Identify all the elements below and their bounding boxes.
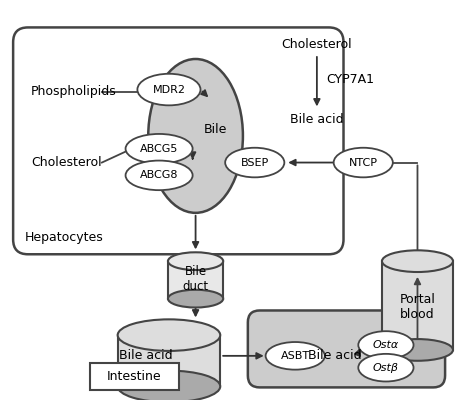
Text: ABCG5: ABCG5: [140, 144, 178, 154]
Ellipse shape: [137, 74, 201, 105]
Text: Intestine: Intestine: [107, 370, 162, 383]
Ellipse shape: [265, 342, 325, 370]
Text: Cholesterol: Cholesterol: [31, 156, 101, 169]
Text: Ostα: Ostα: [373, 340, 399, 350]
Text: BSEP: BSEP: [241, 158, 269, 168]
Ellipse shape: [358, 331, 413, 359]
Ellipse shape: [334, 148, 393, 177]
Ellipse shape: [168, 290, 223, 307]
Ellipse shape: [382, 339, 453, 361]
Text: MDR2: MDR2: [153, 85, 185, 95]
Text: Phospholipids: Phospholipids: [31, 85, 117, 98]
FancyBboxPatch shape: [13, 27, 344, 254]
Ellipse shape: [358, 354, 413, 382]
Text: Portal
blood: Portal blood: [400, 293, 436, 320]
Ellipse shape: [126, 160, 192, 190]
Text: CYP7A1: CYP7A1: [327, 73, 375, 86]
Bar: [90, 363, 179, 391]
Text: NTCP: NTCP: [349, 158, 378, 168]
Text: Cholesterol: Cholesterol: [282, 38, 352, 51]
Text: ASBT: ASBT: [281, 351, 310, 361]
Text: Bile: Bile: [204, 123, 227, 135]
Ellipse shape: [126, 134, 192, 164]
Text: ABCG8: ABCG8: [140, 170, 178, 181]
Ellipse shape: [168, 252, 223, 270]
Bar: [118, 335, 220, 386]
Bar: [168, 261, 223, 299]
Text: Bile acid: Bile acid: [308, 349, 362, 362]
Ellipse shape: [382, 250, 453, 272]
Text: Ostβ: Ostβ: [373, 363, 399, 373]
Ellipse shape: [148, 59, 243, 213]
Text: Bile acid: Bile acid: [119, 349, 173, 362]
FancyBboxPatch shape: [248, 310, 445, 387]
Text: Bile
duct: Bile duct: [182, 265, 209, 293]
Ellipse shape: [225, 148, 284, 177]
Ellipse shape: [118, 371, 220, 402]
Text: Hepatocytes: Hepatocytes: [25, 231, 104, 244]
Bar: [382, 261, 453, 350]
Text: Bile acid: Bile acid: [290, 113, 344, 126]
Ellipse shape: [118, 319, 220, 351]
